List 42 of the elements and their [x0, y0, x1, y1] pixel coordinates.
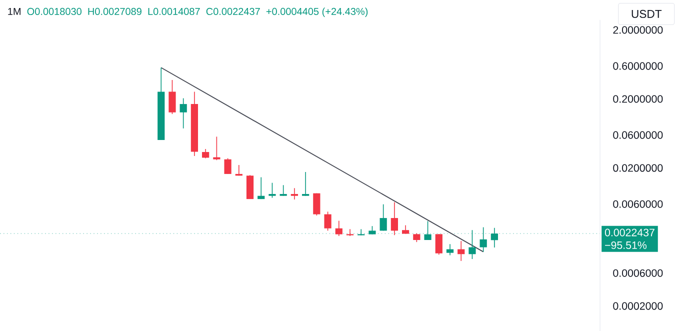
y-tick-label: 0.0002000 — [613, 302, 663, 310]
candlestick — [446, 244, 454, 256]
candlestick — [380, 204, 387, 232]
candlestick — [213, 136, 220, 161]
candlestick — [268, 182, 276, 198]
candlestick — [202, 148, 210, 159]
candlestick — [435, 234, 442, 256]
chart-title: 1M — [8, 8, 20, 15]
candlestick — [346, 228, 354, 236]
text: +0.0004405 (+24.43%) — [266, 8, 368, 17]
candlestick — [280, 184, 287, 196]
candlestick — [390, 202, 398, 236]
candlestick — [302, 172, 310, 196]
candlestick — [458, 240, 465, 262]
y-tick-label: 0.0006000 — [613, 269, 663, 277]
candlestick — [480, 226, 487, 252]
candlestick — [246, 174, 254, 200]
text: L0.0014087 — [148, 8, 200, 16]
text: O0.0018030 — [27, 8, 82, 16]
candlestick — [324, 211, 332, 232]
candlestick — [224, 158, 232, 174]
candlestick — [313, 192, 320, 216]
candlestick — [468, 230, 476, 260]
candlestick — [424, 220, 432, 240]
candlestick — [290, 188, 298, 200]
text: −95.51% — [605, 241, 647, 249]
candlestick — [490, 228, 498, 248]
candlestick — [168, 80, 176, 114]
candlestick — [180, 98, 187, 129]
y-tick-label: 0.2000000 — [613, 95, 663, 103]
text: H0.0027089 — [88, 8, 142, 16]
y-tick-label: 0.0200000 — [613, 164, 663, 172]
y-tick-label: 0.0060000 — [613, 200, 663, 208]
y-tick-label: 2.0000000 — [613, 26, 663, 34]
candlestick — [358, 228, 365, 236]
ref-line-label: 0.0022437 — [604, 228, 654, 236]
y-tick-label: 0.6000000 — [613, 62, 663, 70]
text: C0.0022437 — [206, 8, 260, 16]
text: USDT — [632, 10, 662, 18]
y-tick-label: 0.0600000 — [613, 131, 663, 139]
candlestick — [335, 220, 342, 236]
candlestick — [258, 176, 265, 200]
